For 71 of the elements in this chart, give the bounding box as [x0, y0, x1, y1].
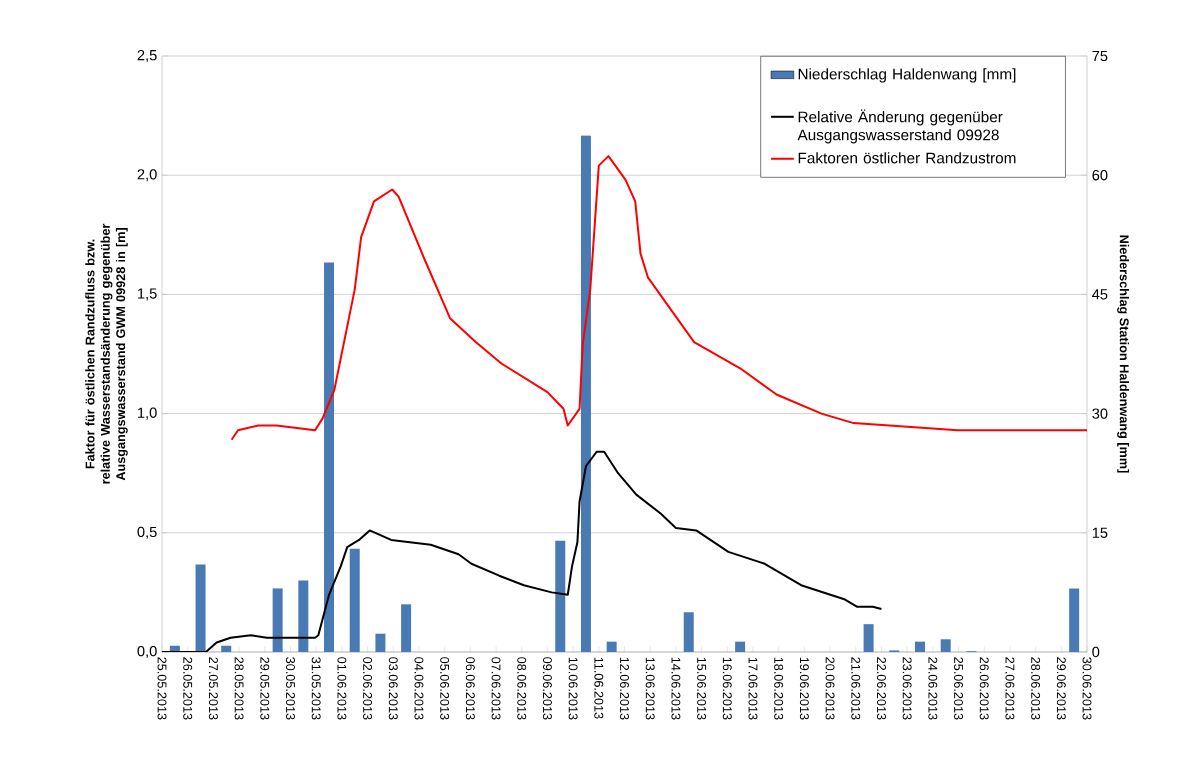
bar [272, 588, 283, 652]
x-tick-label: 28.06.2013 [1031, 657, 1041, 720]
x-tick-label: 29.05.2013 [260, 657, 270, 720]
x-tick-label: 26.06.2013 [979, 657, 989, 720]
x-tick-label: 06.06.2013 [465, 657, 475, 720]
x-tick-label: 14.06.2013 [671, 657, 681, 720]
x-tick-label: 18.06.2013 [774, 657, 784, 720]
y2-tick-label: 60 [1092, 170, 1108, 181]
bar [580, 135, 591, 652]
x-tick-label: 29.06.2013 [1056, 657, 1066, 720]
y2-tick-label: 15 [1092, 527, 1108, 538]
y-tick-label: 0,0 [137, 645, 157, 659]
x-tick-label: 27.05.2013 [208, 657, 218, 720]
x-tick-label: 30.06.2013 [1082, 657, 1092, 720]
bar [221, 645, 232, 652]
x-tick-label: 16.06.2013 [722, 657, 732, 720]
x-tick-label: 31.05.2013 [311, 657, 321, 720]
x-tick-label: 05.06.2013 [440, 657, 450, 720]
bar [324, 262, 335, 652]
x-tick-label: 25.06.2013 [954, 657, 964, 720]
legend-label: Faktoren östlicher Randzustrom [798, 152, 1016, 164]
y2-tick-label: 30 [1092, 408, 1108, 419]
x-tick-label: 28.05.2013 [234, 657, 244, 720]
x-tick-label: 11.06.2013 [594, 657, 604, 719]
bar [606, 641, 617, 652]
bar [555, 540, 566, 652]
x-tick-label: 20.06.2013 [825, 657, 835, 720]
bar [735, 641, 746, 652]
x-tick-label: 27.06.2013 [1005, 657, 1015, 720]
y-tick-label: 1,5 [138, 288, 157, 301]
x-tick-label: 15.06.2013 [697, 657, 707, 720]
y-tick-label: 1,0 [138, 407, 157, 420]
x-tick-label: 03.06.2013 [388, 657, 398, 720]
y2-axis-title: Niederschlag Station Haldenwang [mm] [1117, 235, 1130, 473]
bar [375, 633, 386, 652]
x-tick-label: 02.06.2013 [363, 657, 373, 720]
y-tick-label: 2,0 [137, 169, 157, 182]
bar [914, 641, 925, 652]
x-tick-label: 17.06.2013 [748, 657, 758, 720]
x-tick-label: 30.05.2013 [285, 657, 295, 720]
legend-label: Niederschlag Haldenwang [mm] [798, 68, 1016, 83]
x-tick-label: 08.06.2013 [517, 657, 527, 720]
bar [195, 564, 206, 652]
y2-tick-label: 45 [1092, 289, 1108, 300]
x-tick-label: 13.06.2013 [645, 657, 655, 720]
bar [349, 548, 360, 652]
bar [863, 624, 874, 652]
bar [683, 612, 694, 652]
y2-tick-label: 0 [1092, 646, 1100, 658]
bar [298, 580, 309, 652]
y-axis-title: Faktor für östlichen Randzufluss bzw. relative Wasserstandsänderung gegenüber Ausgangswasserstand GWM 09928 in [m] [85, 223, 128, 484]
x-tick-label: 21.06.2013 [851, 657, 861, 720]
x-tick-label: 26.05.2013 [183, 657, 193, 720]
x-tick-label: 23.06.2013 [902, 657, 912, 720]
y-tick-label: 0,5 [137, 526, 157, 539]
x-tick-label: 01.06.2013 [337, 657, 347, 720]
x-tick-label: 09.06.2013 [542, 657, 552, 720]
x-tick-label: 10.06.2013 [568, 657, 578, 720]
x-tick-label: 25.05.2013 [157, 657, 167, 720]
bar [401, 604, 412, 652]
y2-tick-label: 75 [1092, 50, 1108, 62]
x-tick-label: 04.06.2013 [414, 657, 424, 720]
legend-label: Relative Änderung gegenüber Ausgangswasserstand 09928 [797, 109, 1003, 144]
x-tick-label: 22.06.2013 [876, 657, 886, 720]
bar [940, 639, 951, 652]
x-tick-label: 07.06.2013 [491, 657, 501, 720]
bar [1069, 588, 1080, 652]
x-tick-label: 19.06.2013 [799, 657, 809, 720]
x-tick-label: 24.06.2013 [928, 657, 938, 720]
x-tick-label: 12.06.2013 [620, 657, 629, 720]
y-tick-label: 2,5 [137, 49, 157, 63]
